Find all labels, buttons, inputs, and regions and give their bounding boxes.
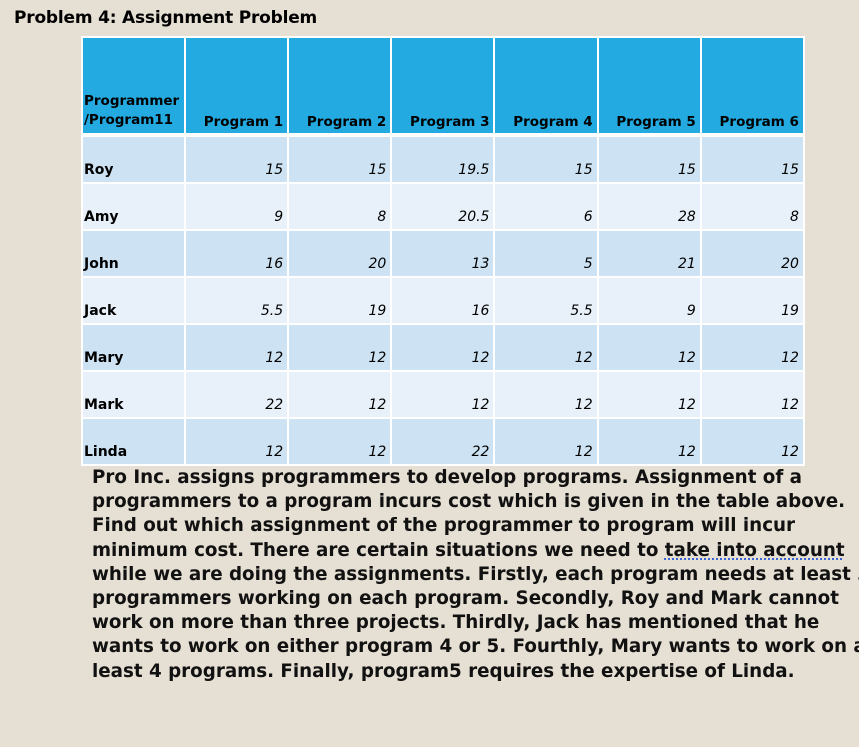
cost-cell: 16: [183, 229, 290, 278]
table-row: Amy 9 8 20.5 6 28 8: [81, 182, 805, 231]
column-header: Program 2: [287, 36, 393, 136]
cost-cell: 15: [596, 133, 702, 184]
cost-cell: 12: [596, 417, 702, 466]
cost-cell: 20: [287, 229, 393, 278]
row-header-programmer: Amy: [81, 182, 186, 231]
cost-cell: 12: [596, 323, 702, 372]
row-header-programmer: Linda: [81, 417, 186, 466]
description-line: wants to work on either program 4 or 5. …: [92, 636, 859, 658]
cost-cell: 12: [699, 323, 805, 372]
cost-cell: 12: [493, 370, 599, 419]
cost-cell: 6: [493, 182, 599, 231]
cost-cell: 9: [183, 182, 290, 231]
table-row: Linda 12 12 22 12 12 12: [81, 417, 805, 466]
description-line: while we are doing the assignments. Firs…: [92, 563, 859, 585]
column-header: Program 1: [183, 36, 290, 136]
corner-header-line1: Programmer: [84, 93, 180, 109]
row-header-programmer: John: [81, 229, 186, 278]
description-line: Find out which assignment of the program…: [92, 515, 796, 537]
cost-cell: 12: [287, 323, 393, 372]
cost-cell: 8: [287, 182, 393, 231]
row-header-programmer: Mark: [81, 370, 186, 419]
cost-cell: 5: [493, 229, 599, 278]
cost-cell: 9: [596, 276, 702, 325]
cost-cell: 5.5: [493, 276, 599, 325]
description-line: programmers to a program incurs cost whi…: [92, 491, 846, 513]
cost-cell: 19: [699, 276, 805, 325]
cost-cell: 13: [390, 229, 496, 278]
cost-cell: 19.5: [390, 133, 496, 184]
table-row: Mark 22 12 12 12 12 12: [81, 370, 805, 419]
cost-cell: 22: [390, 417, 496, 466]
cost-cell: 15: [287, 133, 393, 184]
description-line: minimum cost. There are certain situatio…: [92, 539, 845, 563]
cost-cell: 12: [699, 417, 805, 466]
description-text: minimum cost. There are certain situatio…: [92, 539, 665, 561]
cost-cell: 21: [596, 229, 702, 278]
description-line: work on more than three projects. Thirdl…: [92, 612, 820, 634]
corner-header: Programmer /Program11: [81, 36, 186, 136]
cost-cell: 19: [287, 276, 393, 325]
corner-header-line2: /Program11: [84, 112, 174, 128]
cost-cell: 5.5: [183, 276, 290, 325]
table-row: John 16 20 13 5 21 20: [81, 229, 805, 278]
table-row: Roy 15 15 19.5 15 15 15: [81, 133, 805, 184]
cost-cell: 12: [287, 417, 393, 466]
description-line: least 4 programs. Finally, program5 requ…: [92, 660, 795, 682]
row-header-programmer: Jack: [81, 276, 186, 325]
column-header: Program 6: [699, 36, 805, 136]
cost-table-container: Programmer /Program11 Program 1 Program …: [81, 36, 805, 466]
description-line: programmers working on each program. Sec…: [92, 588, 839, 610]
cost-cell: 15: [183, 133, 290, 184]
table-row: Jack 5.5 19 16 5.5 9 19: [81, 276, 805, 325]
cost-cell: 12: [390, 323, 496, 372]
cost-cell: 22: [183, 370, 290, 419]
problem-description: Pro Inc. assigns programmers to develop …: [92, 466, 859, 684]
row-header-programmer: Mary: [81, 323, 186, 372]
cost-cell: 28: [596, 182, 702, 231]
cost-cell: 20.5: [390, 182, 496, 231]
cost-cell: 12: [287, 370, 393, 419]
cost-cell: 16: [390, 276, 496, 325]
cost-cell: 15: [699, 133, 805, 184]
column-header: Program 3: [390, 36, 496, 136]
row-header-programmer: Roy: [81, 133, 186, 184]
cost-cell: 12: [596, 370, 702, 419]
cost-cell: 12: [493, 323, 599, 372]
description-line: Pro Inc. assigns programmers to develop …: [92, 467, 803, 488]
cost-cell: 12: [183, 323, 290, 372]
cost-cell: 12: [390, 370, 496, 419]
column-header: Program 5: [596, 36, 702, 136]
cost-cell: 12: [183, 417, 290, 466]
cost-cell: 12: [493, 417, 599, 466]
cost-cell: 20: [699, 229, 805, 278]
cost-cell: 8: [699, 182, 805, 231]
cost-table: Programmer /Program11 Program 1 Program …: [81, 36, 805, 466]
cost-cell: 12: [699, 370, 805, 419]
cost-cell: 15: [493, 133, 599, 184]
spellcheck-underlined-phrase: take into account: [664, 539, 845, 561]
table-header-row: Programmer /Program11 Program 1 Program …: [81, 36, 805, 136]
table-row: Mary 12 12 12 12 12 12: [81, 323, 805, 372]
page-title: Problem 4: Assignment Problem: [14, 8, 318, 28]
column-header: Program 4: [493, 36, 599, 136]
